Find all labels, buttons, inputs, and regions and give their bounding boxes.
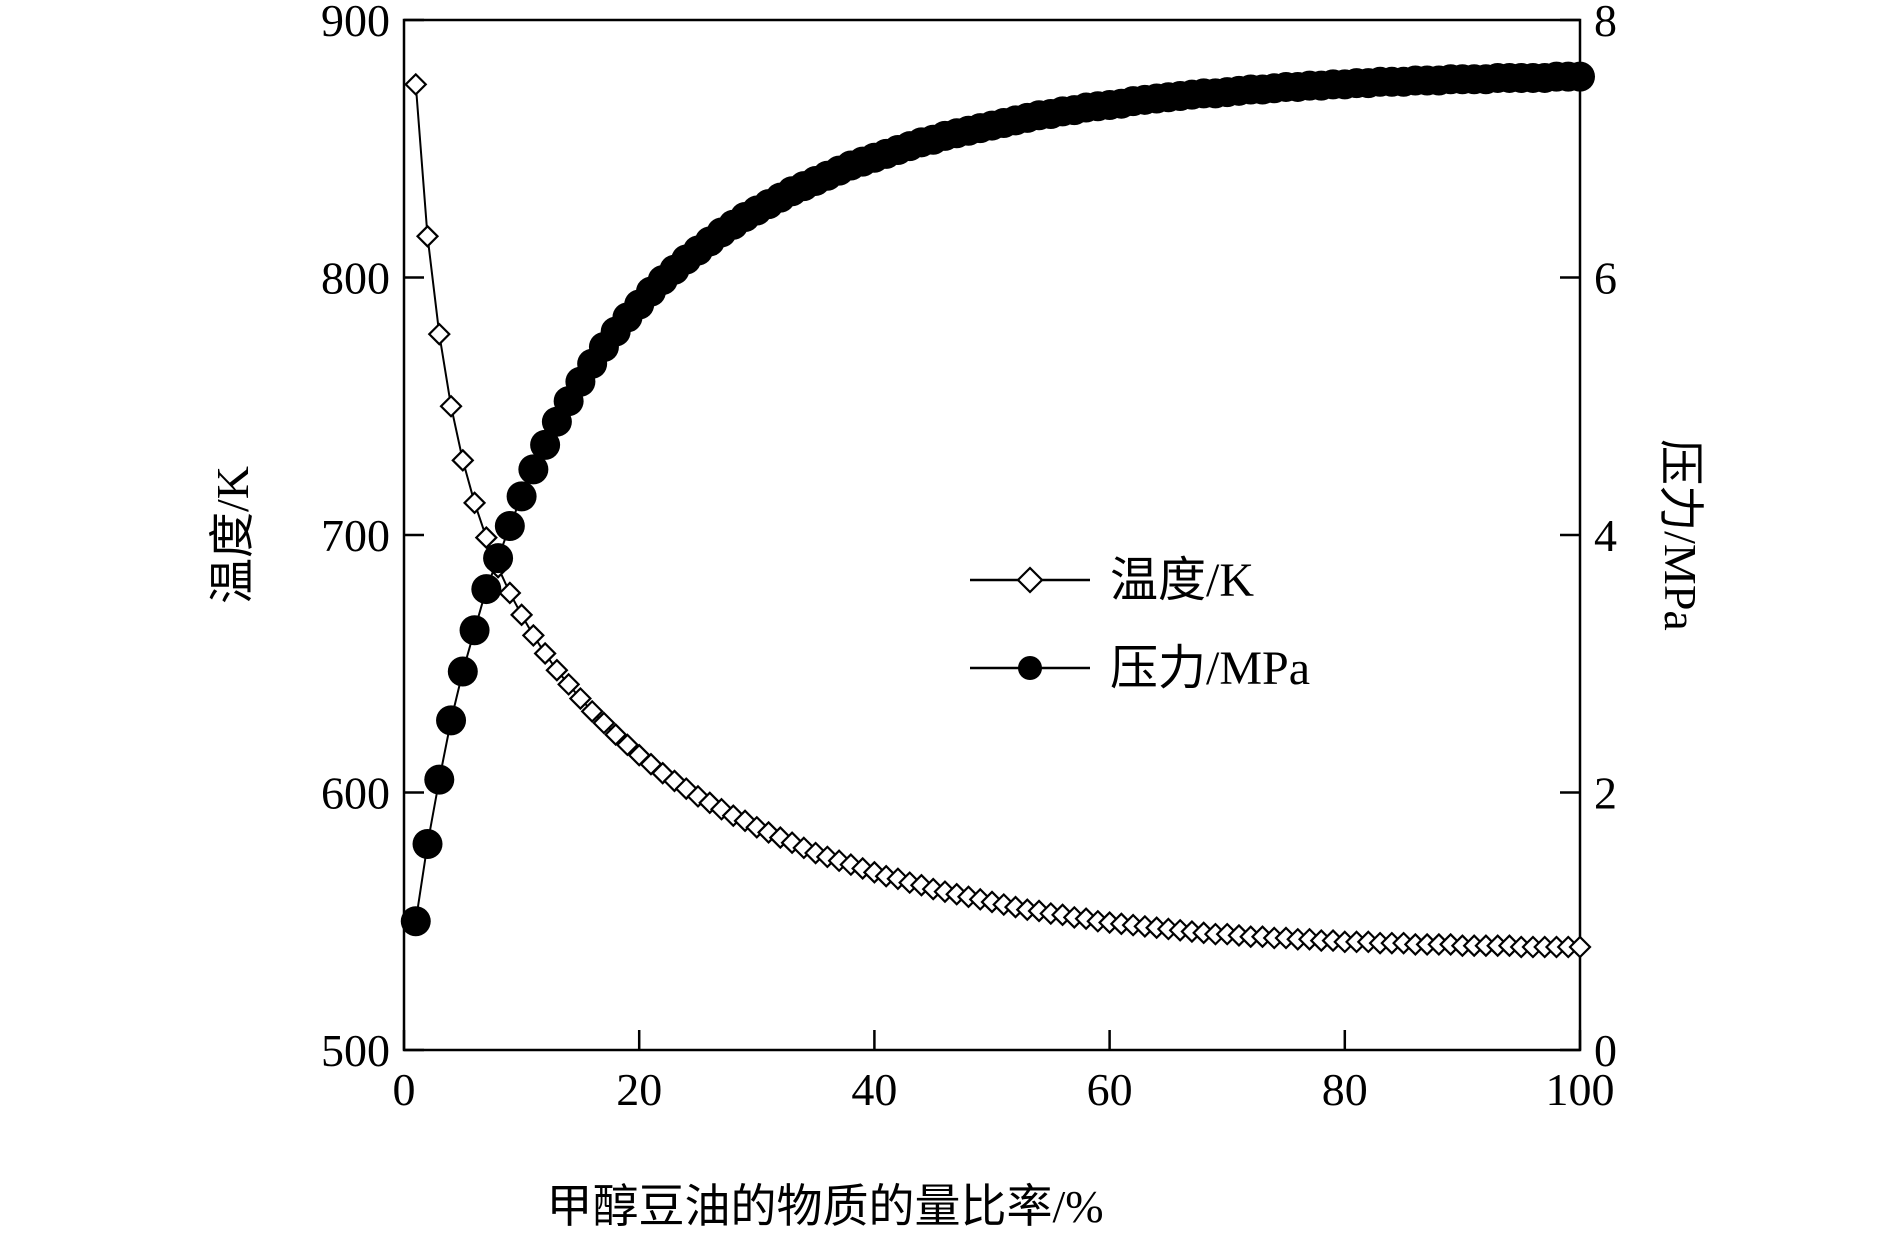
legend: 温度/K 压力/MPa bbox=[970, 554, 1310, 695]
pressure-point bbox=[400, 906, 431, 937]
temperature-point bbox=[451, 448, 475, 472]
pressure-point bbox=[1565, 61, 1595, 92]
temperature-point bbox=[415, 224, 440, 248]
legend-label: 压力/MPa bbox=[1110, 642, 1310, 695]
x-tick-label: 100 bbox=[1546, 1064, 1615, 1115]
temperature-point bbox=[592, 711, 616, 735]
temperature-point bbox=[510, 603, 534, 627]
y-left-tick-label: 600 bbox=[321, 768, 390, 819]
y-left-tick-label: 900 bbox=[321, 0, 390, 46]
temperature-point bbox=[851, 856, 875, 881]
temperature-point bbox=[463, 491, 487, 515]
pressure-point bbox=[412, 829, 443, 859]
x-tick-label: 20 bbox=[616, 1064, 662, 1115]
temperature-point bbox=[768, 826, 792, 850]
y-axis-right-label: 压力/MPa bbox=[1655, 439, 1706, 631]
y-left-tick-label: 800 bbox=[321, 253, 390, 304]
temperature-point bbox=[580, 699, 604, 723]
legend-label: 温度/K bbox=[1110, 554, 1254, 607]
legend-marker-diamond bbox=[1016, 566, 1044, 594]
legend-marker-circle bbox=[1018, 656, 1042, 680]
pressure-point bbox=[518, 454, 549, 485]
x-tick-label: 60 bbox=[1087, 1064, 1133, 1115]
temperature-point bbox=[474, 526, 498, 550]
y-right-tick-label: 4 bbox=[1594, 510, 1617, 561]
temperature-point bbox=[804, 841, 828, 865]
pressure-point bbox=[471, 574, 502, 605]
temperature-point bbox=[521, 623, 545, 647]
temperature-point bbox=[545, 658, 569, 682]
temperature-point bbox=[439, 394, 463, 418]
y-right-tick-label: 0 bbox=[1594, 1025, 1617, 1076]
temperature-point bbox=[651, 761, 675, 785]
temperature-point bbox=[780, 831, 804, 855]
y-right-tick-label: 8 bbox=[1594, 0, 1617, 46]
x-axis-label: 甲醇豆油的物质的量比率/% bbox=[546, 1181, 1103, 1232]
temperature-point bbox=[404, 72, 428, 96]
series-lines bbox=[414, 75, 1580, 948]
pressure-point bbox=[447, 656, 478, 687]
temperature-point bbox=[533, 641, 557, 666]
temperature-point bbox=[498, 581, 522, 605]
temperature-point bbox=[427, 322, 451, 346]
temperature-point bbox=[568, 686, 592, 711]
y-right-tick-label: 2 bbox=[1594, 768, 1617, 819]
temperature-point bbox=[604, 723, 628, 747]
pressure-point bbox=[424, 764, 455, 795]
x-tick-label: 40 bbox=[851, 1064, 897, 1115]
y-right-tick-label: 6 bbox=[1594, 253, 1617, 304]
pressure-point bbox=[436, 705, 467, 736]
pressure-point bbox=[506, 481, 537, 512]
temperature-point bbox=[1568, 935, 1592, 959]
series-pressure bbox=[400, 61, 1595, 937]
pressure-point bbox=[483, 543, 514, 574]
temperature-point bbox=[745, 815, 769, 839]
y-left-tick-label: 700 bbox=[321, 510, 390, 561]
pressure-point bbox=[459, 615, 490, 646]
pressure-point bbox=[494, 510, 525, 541]
axes: 0 20 40 60 80 100 500 600 700 800 900 0 2 4 6 8 bbox=[321, 0, 1617, 1115]
series-temperature bbox=[404, 72, 1592, 959]
y-left-tick-label: 500 bbox=[321, 1025, 390, 1076]
x-tick-label: 0 bbox=[393, 1064, 416, 1115]
pressure-line bbox=[414, 75, 1580, 922]
temperature-point bbox=[557, 672, 581, 696]
pressure-point bbox=[530, 429, 561, 460]
x-tick-label: 80 bbox=[1322, 1064, 1368, 1115]
y-axis-left-label: 温度/K bbox=[207, 466, 258, 604]
temperature-point bbox=[886, 867, 910, 891]
temperature-line bbox=[414, 84, 1580, 948]
temperature-point bbox=[674, 777, 698, 801]
temperature-point bbox=[615, 733, 639, 757]
